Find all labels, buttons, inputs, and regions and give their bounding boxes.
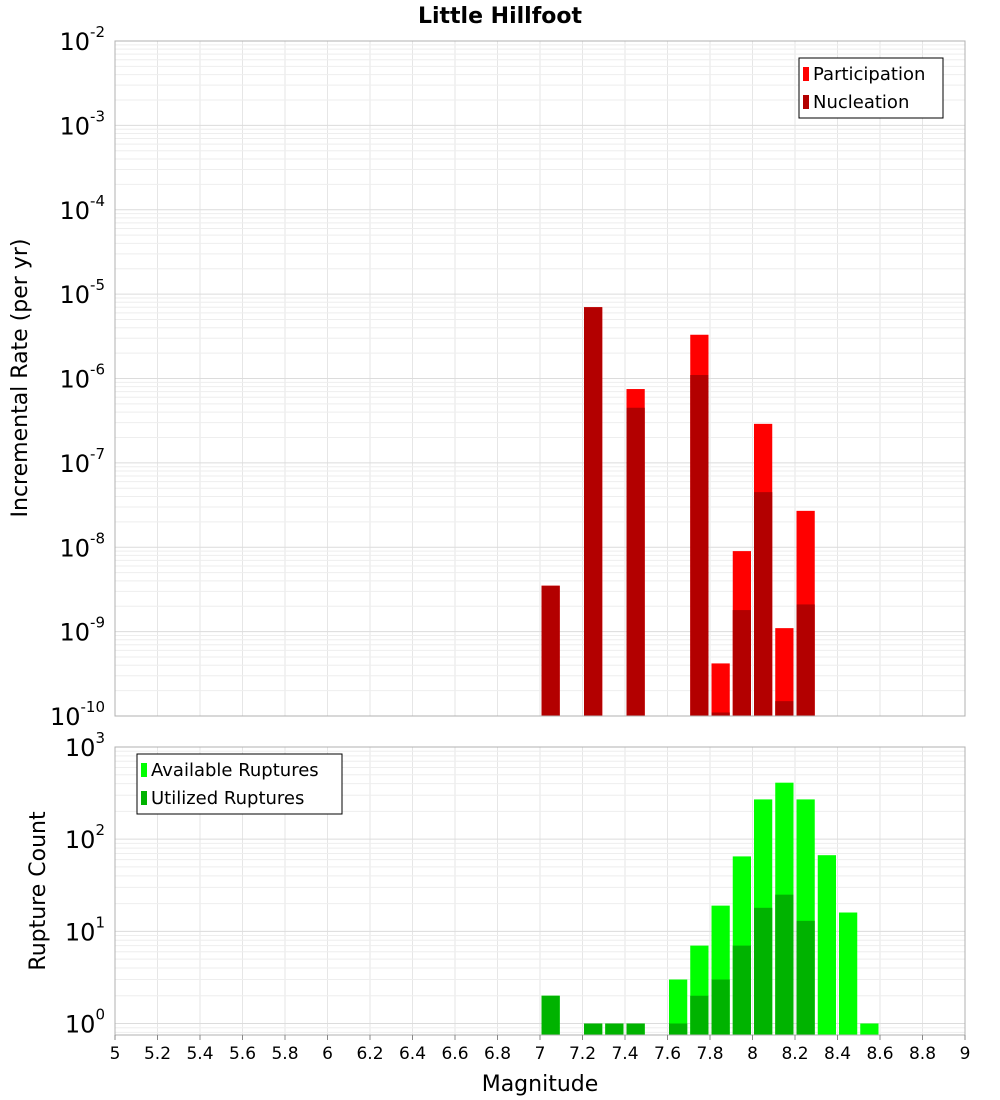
bar-series2: [775, 701, 794, 716]
bar-series2: [690, 995, 709, 1035]
x-tick-label: 6.4: [399, 1044, 426, 1064]
bar-series1: [775, 628, 794, 716]
bar-series2: [796, 920, 815, 1035]
bar-series1: [669, 979, 688, 1035]
y-tick-label: 10-6: [59, 361, 105, 394]
bar-series2: [626, 407, 645, 716]
x-tick-label: 5: [110, 1044, 121, 1064]
x-tick-label: 7.8: [696, 1044, 723, 1064]
x-tick-label: 8.4: [824, 1044, 851, 1064]
legend-swatch: [803, 95, 809, 109]
x-tick-label: 7: [535, 1044, 546, 1064]
y-tick-label: 10-5: [59, 276, 105, 309]
bar-series2: [711, 712, 730, 716]
y-tick-label: 10-7: [59, 445, 105, 478]
legend: Participation Nucleation: [798, 57, 944, 119]
x-tick-label: 8.8: [909, 1044, 936, 1064]
bar-series2: [796, 604, 815, 716]
bar-series2: [541, 995, 560, 1035]
plot-frame: [114, 40, 966, 717]
y-tick-label: 10-8: [59, 529, 105, 562]
x-tick-label: 5.4: [186, 1044, 213, 1064]
legend-box: [136, 753, 343, 815]
bar-series2: [541, 585, 560, 716]
y-tick-label: 103: [65, 729, 105, 762]
x-axis-ticks: 5 5.2 5.4 5.6 5.8 6 6.2 6.4 6.6 6.8 7 7.2 7.4 7.6 7.8 8…: [110, 1035, 971, 1064]
y-tick-label: 101: [65, 913, 105, 946]
x-tick-label: 6.2: [356, 1044, 383, 1064]
x-tick-label: 6.6: [441, 1044, 468, 1064]
legend-swatch: [803, 67, 809, 81]
bar-series2: [732, 945, 751, 1035]
rate-y-axis-label: Incremental Rate (per yr): [8, 239, 33, 518]
x-tick-label: 9: [960, 1044, 971, 1064]
x-tick-label: 8: [747, 1044, 758, 1064]
bar-series2: [754, 907, 773, 1035]
legend-box: [798, 57, 944, 119]
bar-series1: [860, 1023, 879, 1035]
count-y-axis-label: Rupture Count: [26, 811, 51, 971]
x-tick-label: 7.4: [611, 1044, 638, 1064]
legend-label: Utilized Ruptures: [151, 788, 304, 809]
bar-series2: [669, 1023, 688, 1035]
y-tick-label: 100: [65, 1005, 105, 1038]
bar-series2: [605, 1023, 624, 1035]
y-tick-label: 10-4: [59, 192, 105, 225]
bar-series2: [584, 1023, 603, 1035]
legend-label: Participation: [813, 64, 925, 85]
bar-series2: [754, 492, 773, 716]
bar-series1: [817, 855, 836, 1035]
x-tick-label: 7.2: [569, 1044, 596, 1064]
x-tick-label: 5.2: [144, 1044, 171, 1064]
x-axis-label: Magnitude: [482, 1072, 599, 1097]
legend-swatch: [141, 763, 147, 777]
bar-series1: [711, 663, 730, 716]
bar-series2: [732, 610, 751, 716]
y-tick-label: 10-9: [59, 614, 105, 647]
x-tick-label: 8.6: [866, 1044, 893, 1064]
y-tick-label: 10-3: [59, 107, 105, 140]
x-tick-label: 7.6: [654, 1044, 681, 1064]
legend: Available Ruptures Utilized Ruptures: [136, 753, 343, 815]
rate-plot: 10-10 10-9 10-8 10-7 10-6 10-5 10-4 10-3 10-2 Par…: [50, 23, 966, 731]
bar-series1: [839, 912, 858, 1035]
legend-label: Available Ruptures: [151, 760, 319, 781]
bar-series2: [775, 894, 794, 1035]
chart-title: Little Hillfoot: [418, 4, 583, 29]
bar-series2: [626, 1023, 645, 1035]
y-tick-label: 102: [65, 821, 105, 854]
bar-series2: [584, 307, 603, 716]
bar-series2: [711, 979, 730, 1035]
legend-swatch: [141, 791, 147, 805]
y-tick-label: 10-10: [50, 698, 105, 731]
x-tick-label: 8.2: [781, 1044, 808, 1064]
bar-series2: [690, 375, 709, 716]
x-tick-label: 6.8: [484, 1044, 511, 1064]
y-tick-label: 10-2: [59, 23, 105, 56]
x-tick-label: 5.8: [271, 1044, 298, 1064]
x-tick-label: 6: [322, 1044, 333, 1064]
count-plot: 100 101 102 103 Available Ruptures Utilized R…: [65, 729, 966, 1038]
x-tick-label: 5.6: [229, 1044, 256, 1064]
legend-label: Nucleation: [813, 92, 909, 113]
